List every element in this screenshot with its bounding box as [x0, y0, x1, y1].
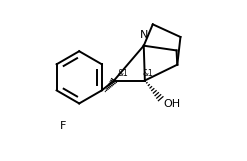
Text: N: N [140, 30, 148, 40]
Text: &1: &1 [118, 69, 128, 78]
Text: OH: OH [164, 99, 181, 109]
Text: &1: &1 [142, 69, 153, 78]
Text: F: F [59, 121, 66, 131]
